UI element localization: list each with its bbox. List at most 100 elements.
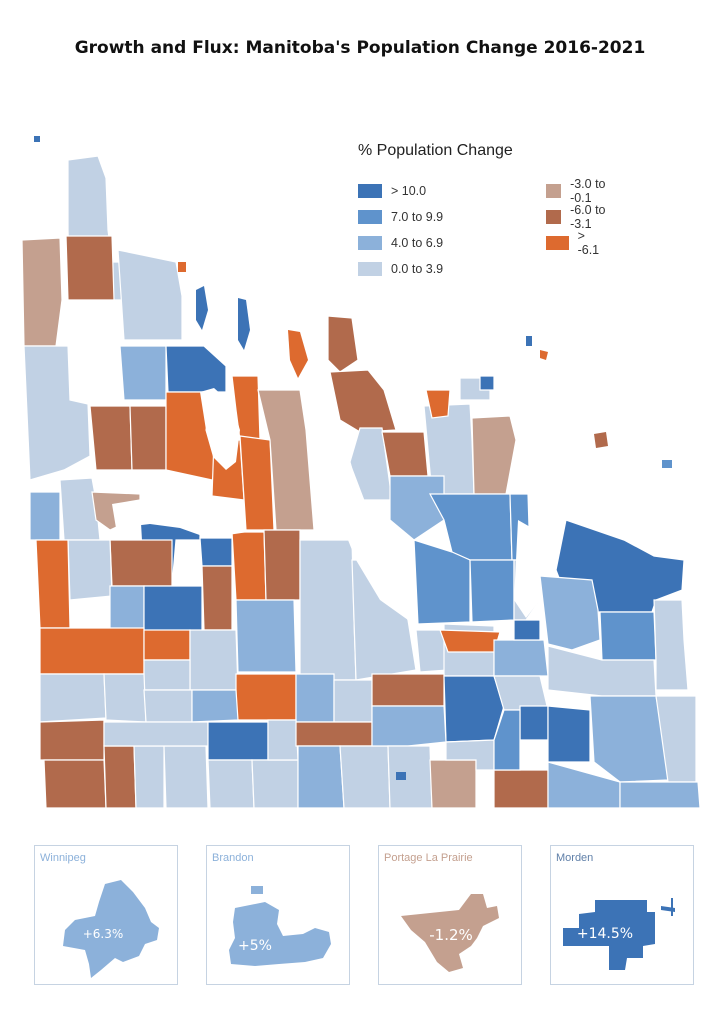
municipality-region — [231, 531, 267, 601]
municipality-region — [493, 675, 549, 711]
municipality-region — [257, 389, 315, 531]
legend-label: 4.0 to 6.9 — [391, 236, 444, 250]
municipality-region — [117, 249, 183, 341]
legend-swatch — [546, 236, 569, 250]
city-shape — [63, 880, 159, 978]
inset-map: +14.5% — [563, 898, 675, 970]
island — [178, 262, 186, 272]
municipality-region — [389, 475, 445, 541]
legend-swatch — [358, 262, 382, 276]
dauphin-lake — [112, 498, 248, 538]
legend-item: 4.0 to 6.9 — [358, 230, 443, 256]
municipality-region — [471, 415, 517, 495]
municipality-region — [443, 675, 505, 743]
lake-manitoba — [330, 458, 414, 620]
municipality-region — [143, 585, 203, 633]
legend-item: > 10.0 — [358, 178, 443, 204]
inset-map: +6.3% — [63, 880, 159, 978]
inset-label: Winnipeg — [40, 852, 86, 864]
municipality-region — [67, 539, 113, 601]
legend-label: > -6.1 — [577, 229, 600, 257]
legend-label: -3.0 to -0.1 — [570, 177, 606, 205]
island — [288, 330, 308, 378]
city-shape — [671, 898, 673, 916]
municipality-region — [295, 673, 335, 723]
municipality-region — [619, 781, 701, 809]
inset-morden: Morden +14.5% — [550, 845, 694, 985]
municipality-region — [327, 315, 359, 373]
municipality-region — [251, 759, 299, 809]
legend-item: -3.0 to -0.1 — [546, 177, 608, 205]
legend-item: -6.0 to -3.1 — [546, 203, 608, 231]
municipality-region — [133, 745, 165, 809]
lake-winnipegosis — [200, 388, 240, 470]
legend-label: > 10.0 — [391, 184, 427, 198]
municipality-region — [493, 639, 549, 677]
municipality-region — [143, 659, 191, 691]
municipality-region — [429, 759, 477, 809]
municipality-region — [493, 709, 521, 771]
municipality-region — [479, 375, 495, 391]
city-value: -1.2% — [429, 926, 473, 944]
municipality-region — [119, 345, 167, 401]
inset-winnipeg: Winnipeg +6.3% — [34, 845, 178, 985]
legend-swatch — [358, 210, 382, 224]
municipality-region — [23, 345, 91, 481]
municipality-region — [513, 619, 541, 641]
lake-winnipeg-south — [514, 520, 540, 618]
municipality-region — [143, 629, 191, 661]
municipality-region — [235, 673, 297, 721]
legend-title: % Population Change — [358, 142, 513, 159]
municipality-region — [519, 705, 549, 741]
legend-swatch — [358, 184, 382, 198]
city-shape — [229, 902, 331, 966]
municipality-region — [65, 235, 115, 301]
legend-label: -6.0 to -3.1 — [570, 203, 606, 231]
municipality-map — [21, 136, 701, 809]
municipality-region — [109, 539, 173, 587]
inset-map: +5% — [229, 886, 331, 966]
municipality-region — [189, 629, 239, 691]
inset-label: Brandon — [212, 852, 254, 864]
municipality-region — [39, 673, 107, 723]
municipality-region — [589, 695, 669, 783]
municipality-region — [163, 745, 209, 809]
municipality-region — [329, 369, 397, 433]
municipality-region — [469, 559, 515, 623]
municipality-region — [547, 705, 591, 763]
municipality-region — [413, 539, 471, 625]
island — [594, 432, 608, 448]
municipality-region — [191, 689, 239, 723]
municipality-region — [381, 431, 429, 477]
municipality-region — [339, 745, 391, 809]
inset-label: Morden — [556, 852, 594, 864]
municipality-region — [653, 599, 689, 691]
municipality-region — [199, 537, 233, 567]
island — [196, 286, 208, 330]
municipality-region — [371, 705, 447, 747]
island — [540, 350, 548, 360]
municipality-region — [207, 721, 269, 761]
island — [526, 336, 532, 346]
municipality-region — [387, 745, 433, 809]
island — [662, 460, 672, 468]
municipality-region — [89, 405, 133, 471]
municipality-region — [349, 427, 393, 501]
city-value: +14.5% — [577, 926, 633, 942]
municipality-region — [103, 673, 147, 723]
legend-item: 7.0 to 9.9 — [358, 204, 443, 230]
municipality-region — [35, 539, 71, 629]
municipality-region — [539, 575, 601, 651]
city-shape — [563, 900, 655, 970]
city-value: +5% — [238, 938, 272, 954]
legend-swatch — [546, 210, 562, 224]
municipality-region — [143, 689, 193, 723]
municipality-region — [299, 539, 357, 681]
municipality-region — [103, 721, 209, 747]
inset-portage-la-prairie: Portage La Prairie -1.2% — [378, 845, 522, 985]
legend: % Population Change > 10.0 7.0 to 9.9 4.… — [358, 142, 608, 276]
city-shape — [251, 886, 263, 894]
municipality-region — [239, 435, 275, 531]
municipality-region — [109, 585, 145, 633]
municipality-region — [297, 745, 345, 809]
